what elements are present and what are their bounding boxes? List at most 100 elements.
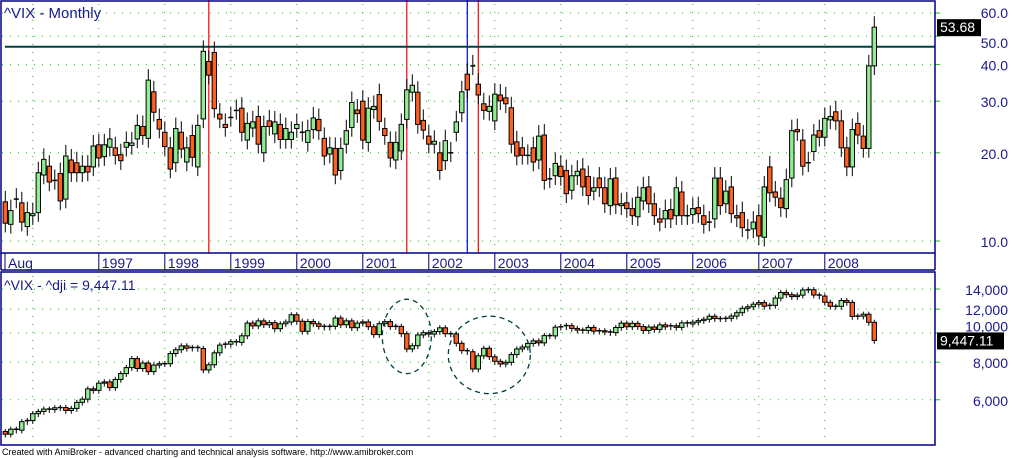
candle	[63, 145, 69, 209]
candle-body	[305, 320, 311, 332]
candle-body	[580, 168, 586, 188]
x-tick-label: 2001	[366, 255, 397, 271]
candle	[272, 110, 278, 144]
candle	[728, 313, 734, 322]
candle	[750, 301, 756, 311]
candle	[613, 167, 619, 214]
candle	[530, 338, 536, 347]
candle	[134, 355, 141, 372]
candle	[486, 345, 493, 361]
candle	[800, 129, 806, 176]
candle-body	[756, 215, 762, 237]
candle	[85, 155, 91, 182]
candle	[871, 16, 877, 76]
candle-body	[360, 321, 366, 324]
candle-body	[437, 327, 443, 333]
candle	[668, 198, 674, 229]
candle	[712, 313, 718, 322]
candle-body	[739, 307, 745, 314]
candle-body	[442, 140, 449, 162]
candle	[646, 175, 652, 213]
candle	[365, 319, 372, 330]
candle	[459, 80, 465, 122]
candle-body	[596, 177, 602, 189]
candle-body	[156, 363, 163, 366]
candle	[46, 155, 52, 192]
candle-body	[200, 50, 207, 120]
candle	[316, 321, 322, 330]
candle	[767, 302, 773, 310]
candle	[24, 201, 31, 236]
candle	[442, 325, 449, 338]
candle	[96, 133, 102, 168]
candle-body	[255, 320, 262, 327]
candle-body	[618, 203, 624, 207]
candle-body	[750, 221, 756, 230]
candle	[684, 320, 690, 328]
candle-body	[668, 209, 674, 220]
candle-body	[96, 144, 102, 159]
candle	[57, 404, 63, 412]
candle	[68, 405, 74, 414]
candle	[52, 169, 58, 190]
candle-body	[459, 91, 465, 114]
candle-body	[90, 388, 96, 391]
candle-body	[134, 124, 141, 140]
x-tick-label: 2005	[630, 255, 661, 271]
candle	[266, 320, 273, 329]
candle	[673, 323, 679, 331]
candle	[519, 344, 525, 353]
candle	[624, 191, 630, 218]
candle	[657, 207, 663, 232]
candle-body	[558, 165, 564, 178]
candle	[508, 96, 515, 154]
candle-body	[673, 325, 679, 328]
candle-body	[57, 172, 63, 202]
candle-body	[343, 320, 350, 326]
candle	[635, 186, 641, 226]
candle	[706, 211, 712, 232]
candle	[140, 360, 146, 372]
candle-body	[398, 325, 405, 335]
candle	[591, 176, 597, 201]
candle-body	[310, 117, 317, 131]
candle	[332, 137, 339, 185]
circled-region-ellipse[interactable]	[447, 315, 531, 395]
panel-frames	[0, 0, 936, 446]
candle	[195, 344, 201, 352]
last-value-label: 9,447.11	[940, 332, 994, 348]
y-tick-label: 8,000	[973, 355, 1008, 371]
candle	[481, 345, 487, 360]
candle-body	[442, 327, 449, 335]
candle	[855, 313, 861, 320]
candle	[453, 110, 460, 142]
candle	[574, 160, 580, 185]
x-tick-label: 1998	[168, 255, 199, 271]
candle	[855, 112, 861, 145]
candle-body	[706, 315, 712, 320]
candle-body	[508, 107, 515, 145]
candle	[519, 136, 525, 165]
candle	[261, 318, 267, 329]
candle-body	[525, 342, 531, 348]
candle	[723, 315, 729, 323]
candle	[189, 124, 196, 167]
candle-body	[338, 147, 344, 172]
candle	[486, 95, 493, 121]
candle-body	[19, 421, 25, 431]
candle-body	[657, 218, 663, 223]
candle	[574, 325, 580, 334]
candle-body	[657, 324, 663, 330]
circled-region-ellipse[interactable]	[381, 298, 432, 375]
candle	[338, 315, 344, 329]
candle	[673, 176, 679, 225]
candle	[310, 318, 317, 328]
candle-body	[145, 79, 152, 139]
candle-body	[761, 302, 767, 307]
candle	[772, 295, 778, 309]
candle	[585, 324, 591, 334]
candle-body	[728, 186, 734, 215]
candle-body	[239, 107, 245, 133]
candle-body	[261, 320, 267, 326]
